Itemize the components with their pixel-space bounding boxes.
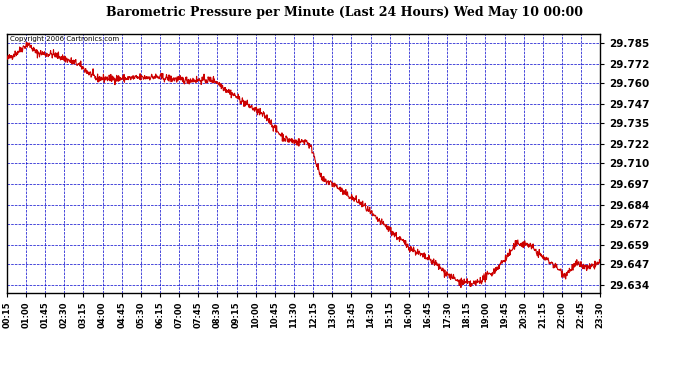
Text: Barometric Pressure per Minute (Last 24 Hours) Wed May 10 00:00: Barometric Pressure per Minute (Last 24 … (106, 6, 584, 19)
Text: Copyright 2006 Cartronics.com: Copyright 2006 Cartronics.com (10, 36, 119, 42)
